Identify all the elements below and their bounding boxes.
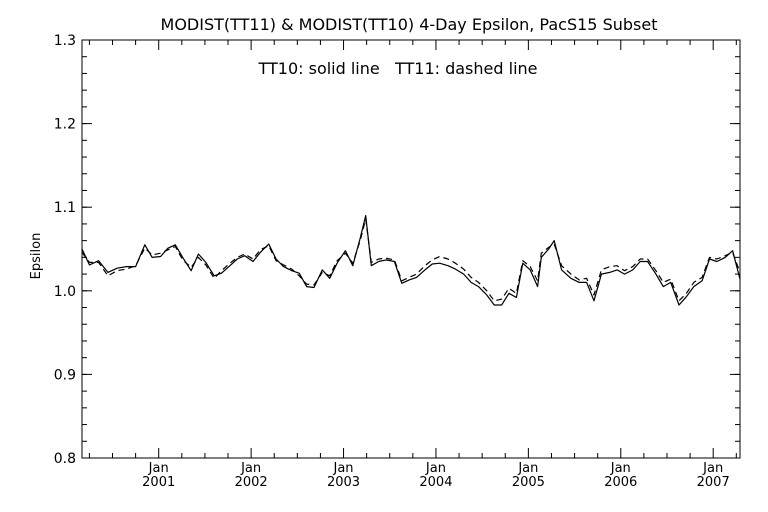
- series-line-tt10: [81, 215, 741, 306]
- chart-title: MODIST(TT11) & MODIST(TT10) 4-Day Epsilo…: [161, 15, 658, 34]
- x-tick-label-year: 2001: [142, 475, 175, 490]
- x-tick-label-year: 2004: [419, 475, 452, 490]
- x-tick-label-year: 2002: [235, 475, 268, 490]
- chart-annotation: TT10: solid line TT11: dashed line: [258, 59, 538, 78]
- series-line-tt11: [81, 218, 741, 302]
- x-tick-label-year: 2006: [604, 475, 637, 490]
- x-tick-label-month: Jan: [333, 461, 354, 476]
- y-tick-label: 1.1: [54, 200, 76, 216]
- y-tick-label: 0.9: [54, 367, 76, 383]
- y-axis-label: Epsilon: [29, 233, 44, 280]
- x-tick-label-month: Jan: [610, 461, 631, 476]
- x-tick-label-month: Jan: [425, 461, 446, 476]
- series-layer: [81, 215, 741, 306]
- y-tick-label: 1.0: [54, 284, 76, 300]
- x-tick-label-year: 2005: [512, 475, 545, 490]
- y-tick-label: 1.2: [54, 117, 76, 133]
- x-axis: Jan2001Jan2002Jan2003Jan2004Jan2005Jan20…: [88, 40, 737, 490]
- plot-frame: [81, 39, 741, 459]
- y-axis: 0.8 0.9 1.0 1.1 1.2 1.3: [54, 33, 740, 467]
- x-tick-label-month: Jan: [240, 461, 261, 476]
- x-tick-label-year: 2007: [697, 475, 730, 490]
- x-tick-label-month: Jan: [702, 461, 723, 476]
- x-tick-label-year: 2003: [327, 475, 360, 490]
- x-tick-label-month: Jan: [148, 461, 169, 476]
- x-tick-label-month: Jan: [517, 461, 538, 476]
- y-tick-label: 0.8: [54, 451, 76, 467]
- y-tick-label: 1.3: [54, 33, 76, 49]
